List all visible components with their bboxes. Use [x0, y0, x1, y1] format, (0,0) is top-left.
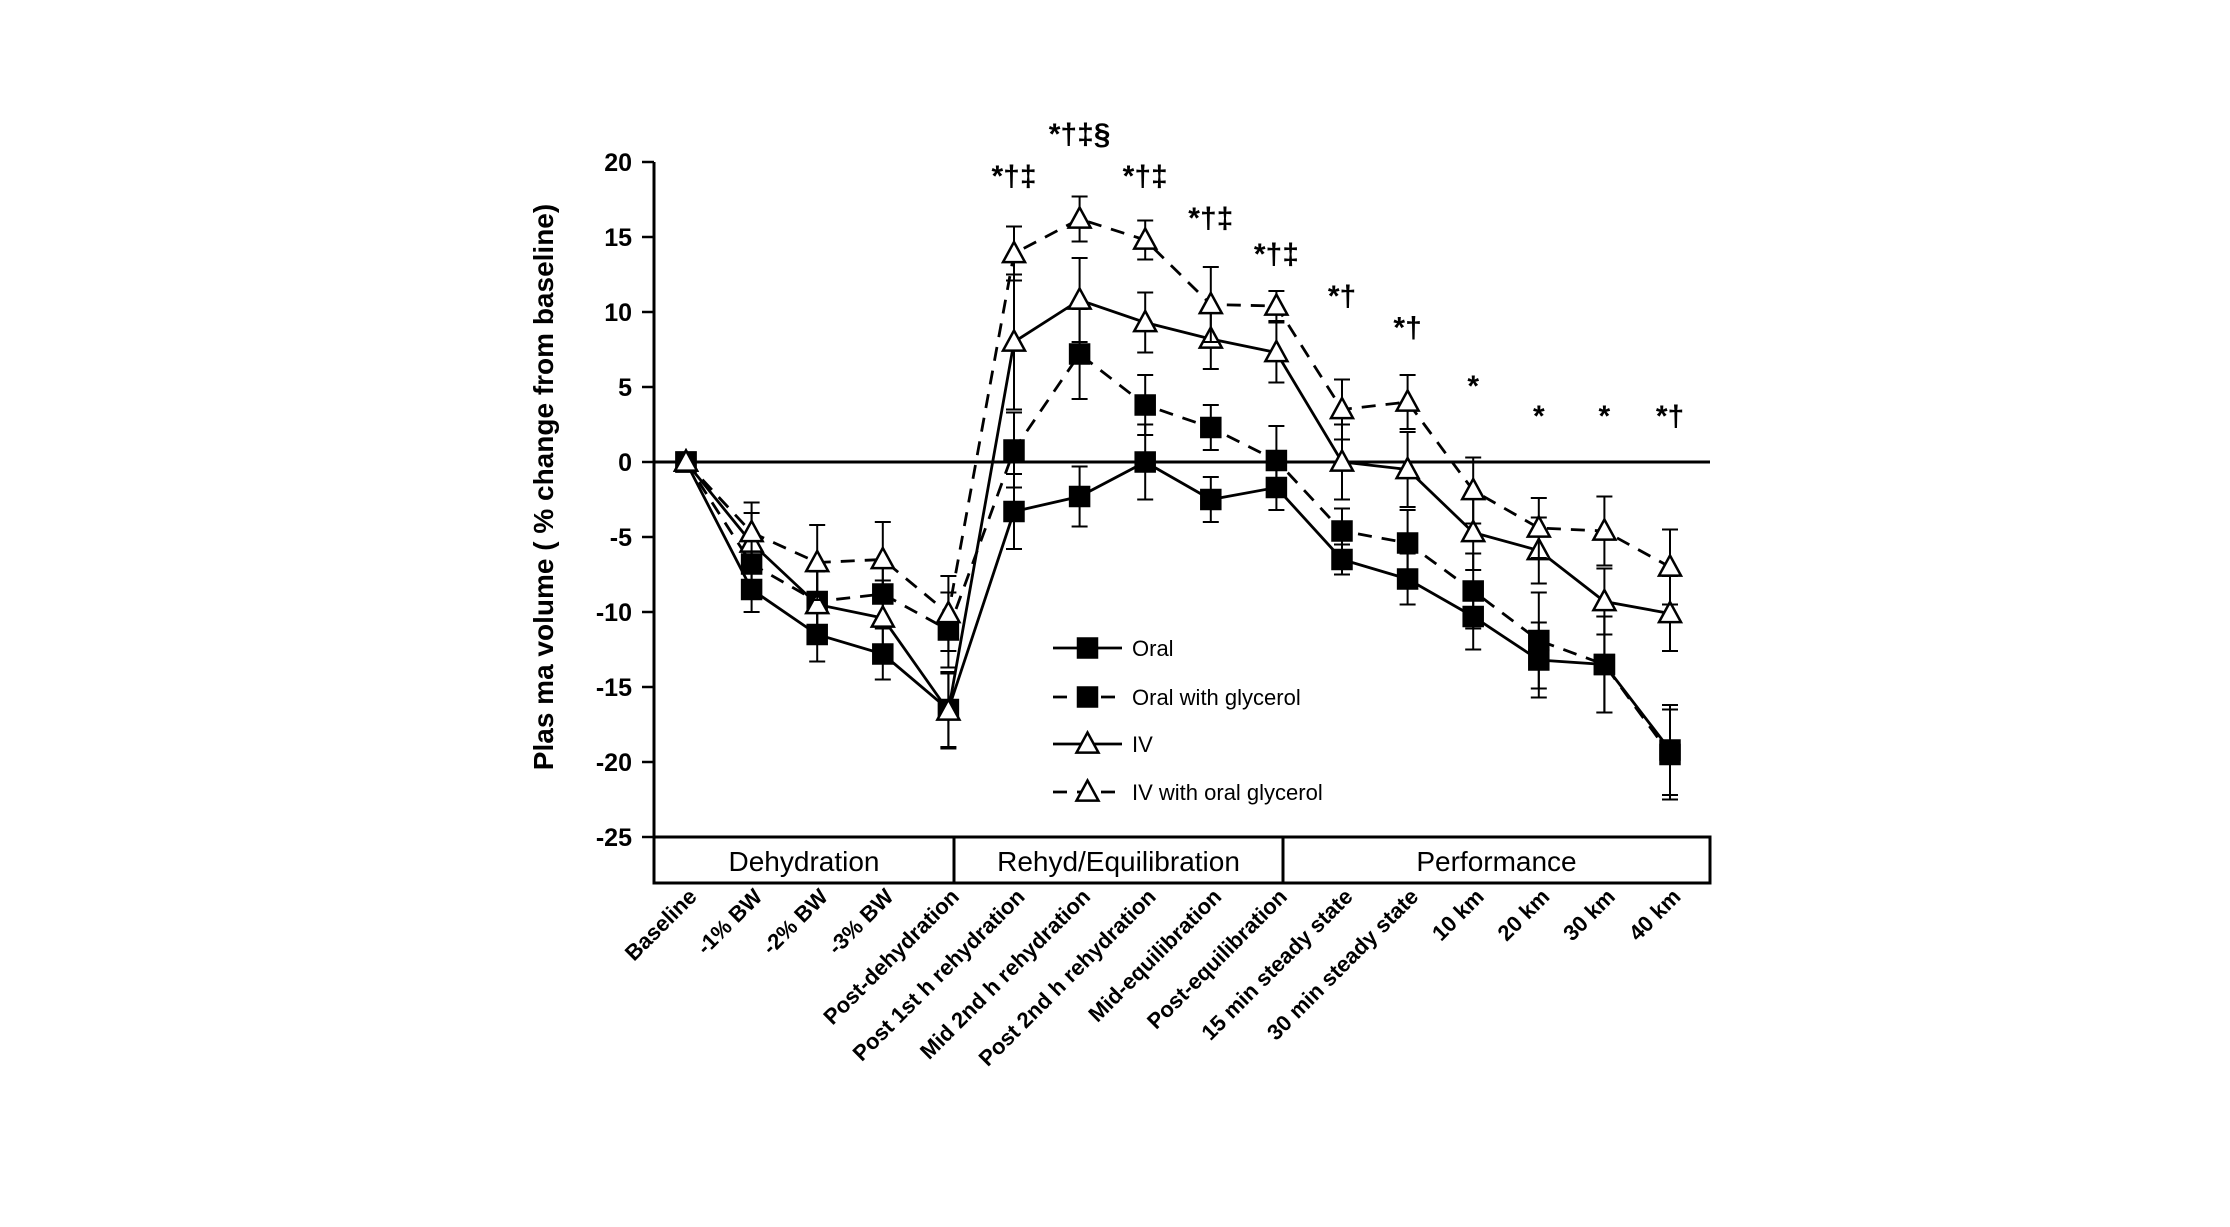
phase-label-rehyd-equilibration: Rehyd/Equilibration — [997, 846, 1240, 877]
data-point — [1659, 743, 1681, 766]
data-point — [1066, 285, 1093, 310]
data-point — [804, 590, 831, 615]
data-point — [1068, 343, 1091, 365]
significance-label: *†‡§ — [1049, 118, 1111, 151]
data-point — [1200, 416, 1222, 439]
data-point — [1331, 520, 1353, 542]
legend-marker — [1074, 777, 1101, 802]
y-tick-label: -20 — [596, 749, 632, 777]
data-point — [1394, 455, 1421, 480]
y-tick-label: -15 — [596, 674, 632, 702]
data-point — [1460, 476, 1487, 501]
y-tick-label: 5 — [618, 374, 632, 402]
legend-label: IV with oral glycerol — [1132, 780, 1323, 805]
data-point — [1525, 513, 1552, 538]
data-point — [1200, 488, 1222, 511]
x-tick-label: 10 km — [1427, 884, 1489, 946]
data-point — [1462, 580, 1484, 602]
legend-marker — [1076, 637, 1099, 659]
data-point — [869, 545, 896, 570]
y-tick-label: -25 — [596, 824, 632, 852]
data-point — [1656, 599, 1684, 624]
series-iv — [672, 257, 1684, 750]
x-tick-label: Baseline — [620, 884, 702, 966]
series-line — [684, 351, 1672, 756]
data-point — [1003, 439, 1025, 461]
x-tick-label: -1% BW — [692, 884, 768, 960]
significance-label: *† — [1393, 312, 1421, 345]
significance-label: * — [1599, 400, 1611, 433]
significance-label: *† — [1328, 280, 1356, 313]
data-point — [1132, 308, 1159, 333]
series-line — [684, 298, 1671, 715]
data-point — [1328, 447, 1356, 472]
x-tick-label: 30 km — [1558, 884, 1620, 946]
y-tick-label: -10 — [596, 599, 632, 627]
legend-label: IV — [1132, 732, 1153, 757]
significance-label: *†‡ — [1123, 160, 1168, 193]
data-point — [1263, 338, 1290, 363]
legend-marker — [1076, 686, 1099, 708]
y-tick-label: 15 — [604, 224, 632, 252]
data-point — [1000, 327, 1028, 352]
data-point — [1132, 225, 1159, 250]
data-point — [1197, 290, 1224, 315]
legend-label: Oral — [1132, 636, 1174, 661]
data-point — [1591, 516, 1618, 541]
significance-label: *† — [1656, 400, 1684, 433]
data-point — [1656, 552, 1684, 577]
legend-label: Oral with glycerol — [1132, 685, 1301, 710]
data-point — [1134, 451, 1156, 473]
legend: Oral Oral with glycerol IV IV with oral gly… — [1053, 636, 1323, 805]
x-tick-label: -2% BW — [757, 884, 833, 960]
phase-label-performance: Performance — [1416, 846, 1576, 877]
data-point — [1593, 653, 1616, 676]
significance-label: *†‡ — [1254, 238, 1299, 271]
phase-box-frame — [652, 835, 1712, 885]
data-point — [1528, 629, 1550, 652]
data-point — [1000, 239, 1028, 264]
data-point — [1591, 587, 1618, 612]
y-axis-label: Plas ma volume ( % change from baseline) — [528, 204, 559, 770]
significance-label: * — [1533, 400, 1545, 433]
data-point — [804, 548, 831, 573]
significance-label: * — [1467, 370, 1479, 403]
y-tick-label: 20 — [604, 149, 632, 177]
data-point — [1396, 532, 1419, 554]
data-point — [1263, 291, 1290, 316]
series-iv-with-oral-glycerol — [672, 195, 1684, 652]
series-line — [684, 217, 1671, 617]
y-tick-label: -5 — [610, 524, 632, 552]
data-point — [869, 603, 896, 628]
data-point — [1066, 204, 1093, 229]
data-point — [1394, 387, 1421, 412]
series-line — [684, 460, 1672, 751]
significance-label: *†‡ — [991, 160, 1036, 193]
phase-label-dehydration: Dehydration — [729, 846, 880, 877]
data-point — [1068, 485, 1091, 508]
y-tick-label: 0 — [618, 449, 632, 477]
data-point — [1265, 449, 1288, 472]
x-tick-label: 40 km — [1624, 884, 1686, 946]
data-point — [672, 447, 700, 472]
significance-label: *†‡ — [1188, 202, 1233, 235]
data-point — [1328, 395, 1356, 420]
data-point — [1134, 394, 1156, 416]
data-point — [935, 599, 962, 624]
y-tick-label: 10 — [604, 299, 632, 327]
data-point — [738, 518, 765, 543]
legend-marker — [1074, 729, 1101, 754]
x-tick-label: 20 km — [1493, 884, 1555, 946]
data-point — [1460, 518, 1487, 543]
data-point — [935, 696, 962, 721]
data-point — [1003, 500, 1025, 523]
